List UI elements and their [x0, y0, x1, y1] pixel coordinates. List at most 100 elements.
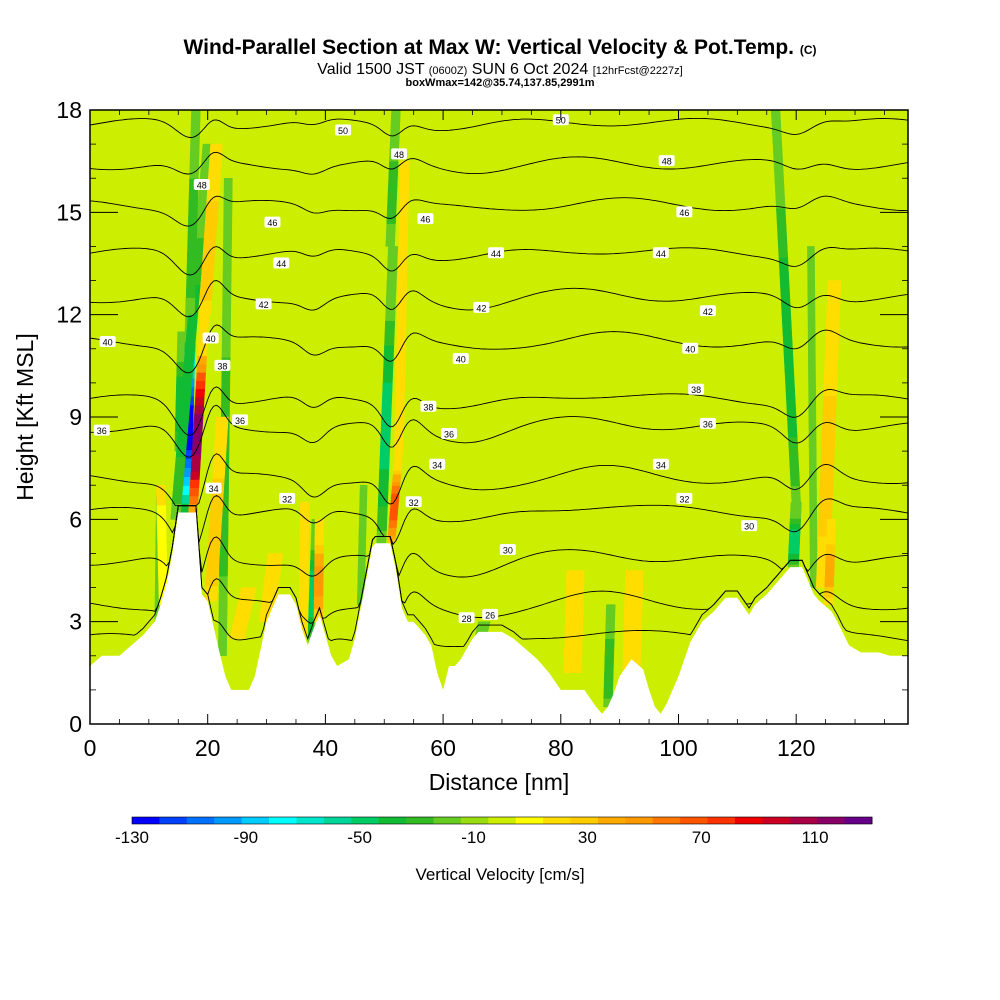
- theta-label: 36: [97, 426, 107, 436]
- velocity-cell: [397, 269, 408, 283]
- x-tick-label: 80: [548, 735, 574, 761]
- velocity-cell: [384, 320, 396, 334]
- velocity-cell: [177, 336, 185, 342]
- chart-title: Wind-Parallel Section at Max W: Vertical…: [0, 36, 1000, 60]
- velocity-cell: [604, 655, 615, 661]
- colorbar-swatch: [488, 817, 517, 824]
- velocity-cell: [625, 570, 644, 576]
- velocity-cell: [232, 623, 249, 627]
- velocity-cell: [156, 504, 166, 511]
- velocity-cell: [382, 382, 393, 396]
- velocity-cell: [201, 264, 215, 273]
- velocity-cell: [385, 308, 396, 321]
- velocity-cell: [624, 583, 644, 588]
- velocity-cell: [196, 372, 207, 381]
- theta-label-bg: [232, 414, 249, 426]
- colorbar-tick-label: 110: [802, 828, 829, 847]
- velocity-cell: [826, 519, 837, 524]
- velocity-cell: [234, 612, 251, 616]
- theta-label: 50: [338, 126, 348, 136]
- velocity-cell: [776, 224, 788, 242]
- theta-label: 40: [103, 337, 113, 347]
- velocity-cell: [380, 419, 392, 433]
- velocity-cell: [789, 469, 801, 487]
- velocity-cell: [189, 160, 200, 170]
- velocity-cell: [787, 561, 800, 565]
- theta-label-bg: [429, 458, 446, 470]
- velocity-cell: [264, 573, 281, 577]
- velocity-cell: [358, 519, 367, 526]
- theta-contour-line: [90, 117, 908, 138]
- colorbar-swatch: [214, 817, 243, 824]
- velocity-cell: [809, 516, 818, 531]
- theta-contour-line: [90, 151, 908, 175]
- velocity-cell: [566, 570, 585, 576]
- valid-utc: (0600Z): [428, 65, 468, 77]
- velocity-cell: [604, 651, 615, 657]
- velocity-cell: [808, 359, 816, 375]
- velocity-cell: [207, 547, 221, 556]
- velocity-cell: [209, 508, 223, 518]
- velocity-cell: [233, 619, 250, 622]
- velocity-cell: [209, 143, 223, 152]
- colorbar-swatch: [406, 817, 434, 824]
- velocity-cell: [197, 355, 207, 365]
- velocity-cell: [395, 402, 405, 416]
- velocity-cell: [186, 315, 198, 332]
- theta-label-bg: [390, 148, 407, 160]
- velocity-cell: [185, 297, 196, 307]
- velocity-cell: [314, 587, 324, 593]
- velocity-cell: [218, 575, 228, 597]
- theta-label: 48: [662, 157, 672, 167]
- velocity-cell: [772, 142, 783, 160]
- velocity-cell: [604, 647, 615, 652]
- velocity-cell: [388, 177, 398, 185]
- velocity-cell: [605, 621, 615, 627]
- velocity-cell: [818, 497, 833, 512]
- velocity-cell: [379, 456, 390, 470]
- colorbar-swatch: [543, 817, 572, 824]
- velocity-cell: [824, 568, 835, 573]
- velocity-cell: [624, 587, 643, 593]
- velocity-cell: [240, 589, 257, 593]
- velocity-cell: [201, 271, 214, 280]
- velocity-cell: [396, 330, 407, 343]
- velocity-cell: [807, 317, 816, 332]
- velocity-cell: [199, 293, 213, 301]
- colorbar-swatch: [817, 817, 846, 824]
- theta-label-bg: [458, 612, 475, 624]
- velocity-cell: [376, 518, 388, 532]
- colorbar-swatch: [652, 817, 681, 824]
- velocity-cell: [391, 110, 401, 116]
- theta-label-bg: [699, 417, 716, 429]
- velocity-cell: [790, 512, 802, 517]
- velocity-cell: [175, 440, 188, 458]
- velocity-cell: [564, 617, 584, 622]
- theta-label: 32: [282, 494, 292, 504]
- colorbar-swatch: [570, 817, 599, 824]
- velocity-cell: [789, 515, 802, 519]
- velocity-cell: [789, 534, 801, 538]
- velocity-cell: [157, 529, 167, 536]
- velocity-cell: [266, 558, 283, 563]
- theta-label: 34: [656, 460, 666, 470]
- velocity-cell: [204, 214, 218, 223]
- y-axis-label: Height [Kft MSL]: [12, 333, 38, 500]
- velocity-cell: [298, 601, 309, 608]
- velocity-cell: [399, 185, 410, 198]
- velocity-cell: [313, 595, 324, 601]
- velocity-cell: [264, 578, 280, 583]
- velocity-cell: [358, 529, 367, 536]
- velocity-cell: [826, 305, 841, 320]
- velocity-cell: [623, 625, 642, 631]
- velocity-cell: [207, 172, 221, 180]
- velocity-cell: [183, 347, 196, 364]
- velocity-cell: [314, 578, 324, 584]
- velocity-field: [154, 110, 842, 708]
- velocity-cell: [156, 499, 166, 506]
- velocity-cell: [825, 558, 835, 563]
- velocity-cell: [807, 331, 816, 347]
- velocity-cell: [387, 195, 398, 202]
- velocity-cell: [203, 229, 217, 237]
- velocity-cell: [387, 183, 398, 190]
